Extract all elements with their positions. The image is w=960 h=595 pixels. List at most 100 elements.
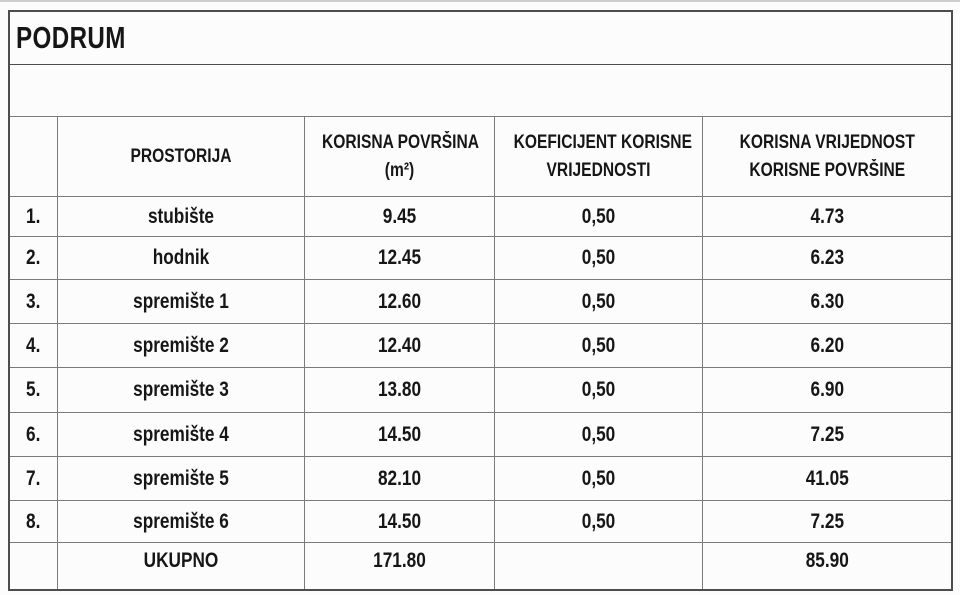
header-value-line2: KORISNE POVRŠINE: [748, 159, 905, 181]
usable-value: 6.23: [810, 246, 844, 269]
room-cell: spremište 2: [56, 323, 305, 368]
area-cell: 12.40: [303, 323, 495, 368]
value-cell: 6.90: [701, 367, 953, 413]
room-name: spremište 5: [132, 466, 229, 490]
row-number: 8.: [26, 509, 41, 533]
coef-cell: 0,50: [493, 279, 703, 324]
row-number: 3.: [26, 289, 41, 313]
value-cell: 7.25: [701, 500, 953, 543]
header-area-cell: KORISNA POVRŠINA (m²): [303, 116, 495, 197]
total-value-cell: 85.90: [701, 542, 953, 591]
room-name: spremište 6: [132, 509, 229, 533]
usable-value: 6.90: [810, 378, 844, 401]
usable-value: 7.25: [810, 422, 844, 446]
area-value: 12.40: [377, 333, 421, 357]
area-value: 82.10: [377, 466, 421, 490]
room-cell: spremište 1: [56, 279, 305, 324]
room-cell: spremište 6: [56, 500, 305, 543]
area-cell: 13.80: [303, 367, 495, 413]
value-cell: 7.25: [701, 412, 953, 457]
row-number: 6.: [26, 422, 41, 446]
area-value: 13.80: [377, 378, 421, 401]
header-coef-line1: KOEFICIJENT KORISNE: [513, 131, 692, 153]
room-cell: stubište: [56, 196, 305, 237]
coef-cell: 0,50: [493, 196, 703, 237]
row-number-cell: 8.: [8, 500, 58, 543]
row-number: 7.: [26, 466, 41, 490]
coef-value: 0,50: [581, 289, 615, 313]
value-cell: 41.05: [701, 456, 953, 501]
table-row: 5. spremište 3 13.80 0,50 6.90: [8, 367, 953, 413]
total-row: UKUPNO 171.80 85.90: [8, 542, 953, 591]
table-row: 1. stubište 9.45 0,50 4.73: [8, 196, 953, 237]
area-value: 14.50: [377, 509, 421, 533]
table-row: 3. spremište 1 12.60 0,50 6.30: [8, 279, 953, 324]
coef-cell: 0,50: [493, 412, 703, 457]
usable-value: 6.20: [810, 333, 844, 357]
room-cell: hodnik: [56, 236, 305, 280]
row-number: 1.: [26, 204, 41, 228]
row-number-cell: 4.: [8, 323, 58, 368]
total-area-cell: 171.80: [303, 542, 495, 591]
header-value-cell: KORISNA VRIJEDNOST KORISNE POVRŠINE: [701, 116, 953, 197]
coef-cell: 0,50: [493, 236, 703, 280]
room-cell: spremište 3: [56, 367, 305, 413]
row-number-cell: 2.: [8, 236, 58, 280]
area-value: 12.45: [377, 246, 421, 269]
scan-artifact-line: [0, 0, 960, 2]
usable-value: 7.25: [810, 509, 844, 533]
area-value: 9.45: [382, 204, 416, 228]
usable-value: 41.05: [805, 466, 849, 490]
usable-value: 6.30: [810, 289, 844, 313]
total-coef-cell: [493, 542, 703, 591]
coef-value: 0,50: [581, 466, 615, 490]
coef-cell: 0,50: [493, 367, 703, 413]
area-cell: 12.45: [303, 236, 495, 280]
row-number-cell: 1.: [8, 196, 58, 237]
header-area-line2: (m²): [384, 159, 414, 181]
header-row: PROSTORIJA KORISNA POVRŠINA (m²) KOEFICI…: [8, 116, 953, 197]
total-label: UKUPNO: [143, 549, 218, 572]
header-num-cell: [8, 116, 58, 197]
value-cell: 4.73: [701, 196, 953, 237]
row-number: 4.: [26, 333, 41, 357]
spacer-row: [8, 64, 953, 117]
row-number-cell: 6.: [8, 412, 58, 457]
coef-value: 0,50: [581, 204, 615, 228]
room-name: spremište 1: [132, 289, 229, 313]
total-area-value: 171.80: [372, 549, 426, 572]
coef-value: 0,50: [581, 333, 615, 357]
table-row: 2. hodnik 12.45 0,50 6.23: [8, 236, 953, 280]
table-row: 7. spremište 5 82.10 0,50 41.05: [8, 456, 953, 501]
page-title: PODRUM: [16, 20, 126, 55]
room-name: hodnik: [152, 246, 209, 269]
area-value: 12.60: [377, 289, 421, 313]
header-coef-cell: KOEFICIJENT KORISNE VRIJEDNOSTI: [493, 116, 703, 197]
room-cell: spremište 5: [56, 456, 305, 501]
coef-value: 0,50: [581, 378, 615, 401]
title-row: PODRUM: [8, 10, 953, 65]
header-coef-line2: VRIJEDNOSTI: [546, 159, 650, 181]
area-cell: 12.60: [303, 279, 495, 324]
area-cell: 14.50: [303, 412, 495, 457]
coef-cell: 0,50: [493, 456, 703, 501]
total-num-cell: [8, 542, 58, 591]
row-number: 5.: [26, 378, 41, 401]
spacer-cell: [8, 64, 953, 117]
coef-cell: 0,50: [493, 500, 703, 543]
total-label-cell: UKUPNO: [56, 542, 305, 591]
area-cell: 14.50: [303, 500, 495, 543]
table-row: 4. spremište 2 12.40 0,50 6.20: [8, 323, 953, 368]
row-number: 2.: [26, 246, 41, 269]
area-cell: 9.45: [303, 196, 495, 237]
coef-value: 0,50: [581, 422, 615, 446]
room-name: spremište 3: [132, 378, 229, 401]
row-number-cell: 3.: [8, 279, 58, 324]
table-row: 8. spremište 6 14.50 0,50 7.25: [8, 500, 953, 543]
row-number-cell: 7.: [8, 456, 58, 501]
header-room: PROSTORIJA: [129, 145, 232, 167]
usable-value: 4.73: [810, 204, 844, 228]
room-name: spremište 4: [132, 422, 229, 446]
room-name: stubište: [147, 204, 214, 228]
